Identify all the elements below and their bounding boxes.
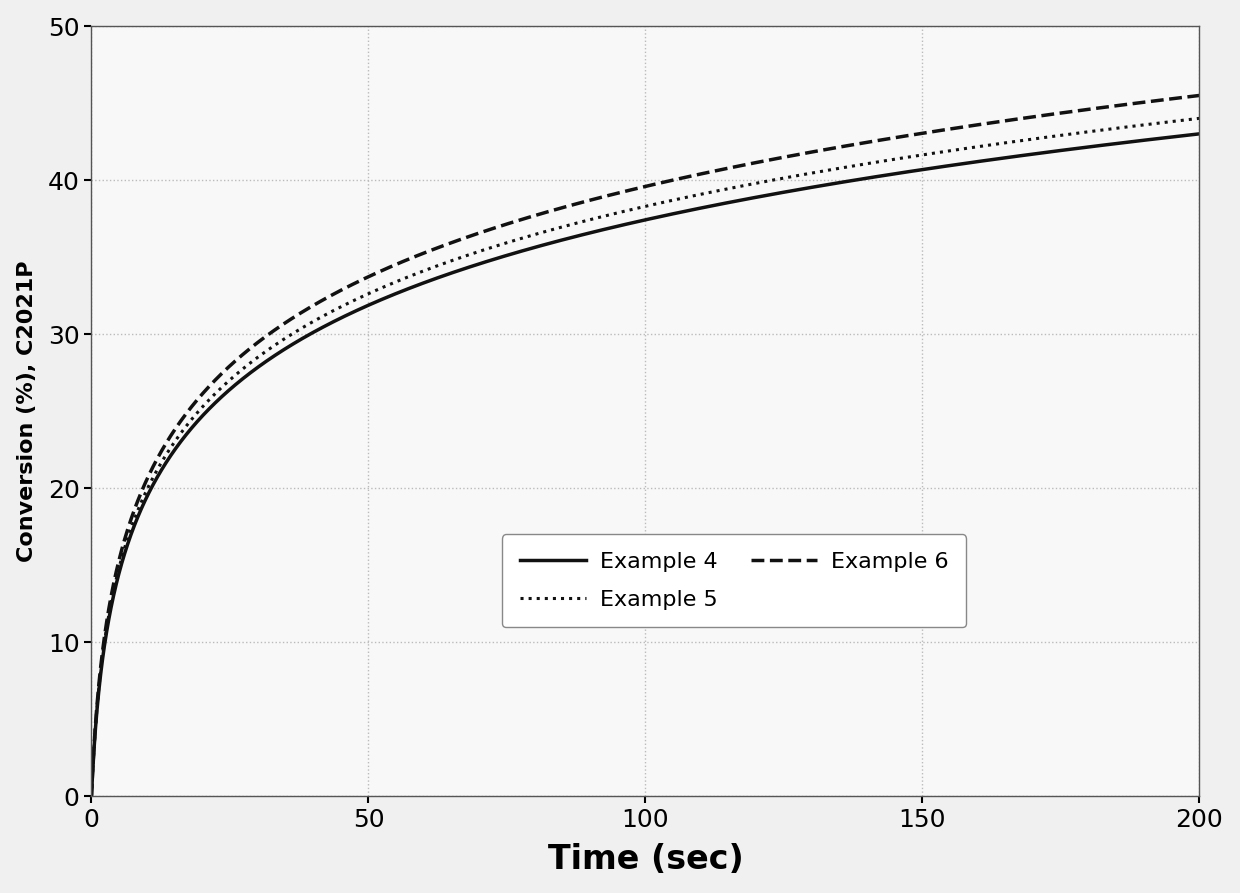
Example 5: [277, 334, 291, 345]
Example 4: [1050, 146, 1065, 156]
Example 4: [211, 395, 226, 405]
Example 5: [211, 386, 226, 396]
Example 5: [557, 221, 572, 231]
Example 6: [84, 791, 99, 802]
Line: Example 6: Example 6: [92, 96, 1199, 797]
X-axis label: Time (sec): Time (sec): [548, 843, 743, 876]
Example 5: [1171, 115, 1185, 126]
Example 5: [508, 235, 523, 246]
Example 5: [1050, 130, 1065, 141]
Example 4: [508, 247, 523, 258]
Example 6: [557, 202, 572, 213]
Legend: Example 4, Example 5, Example 6: Example 4, Example 5, Example 6: [502, 534, 966, 628]
Example 4: [557, 234, 572, 245]
Example 4: [1192, 129, 1207, 139]
Example 5: [84, 791, 99, 802]
Example 5: [1192, 113, 1207, 124]
Y-axis label: Conversion (%), C2021P: Conversion (%), C2021P: [16, 261, 37, 562]
Example 6: [1050, 108, 1065, 119]
Line: Example 5: Example 5: [92, 119, 1199, 797]
Example 6: [1171, 93, 1185, 104]
Example 4: [1171, 131, 1185, 142]
Example 4: [84, 791, 99, 802]
Example 6: [277, 319, 291, 330]
Example 4: [277, 345, 291, 355]
Line: Example 4: Example 4: [92, 134, 1199, 797]
Example 6: [508, 216, 523, 227]
Example 6: [1192, 90, 1207, 101]
Example 6: [211, 372, 226, 383]
